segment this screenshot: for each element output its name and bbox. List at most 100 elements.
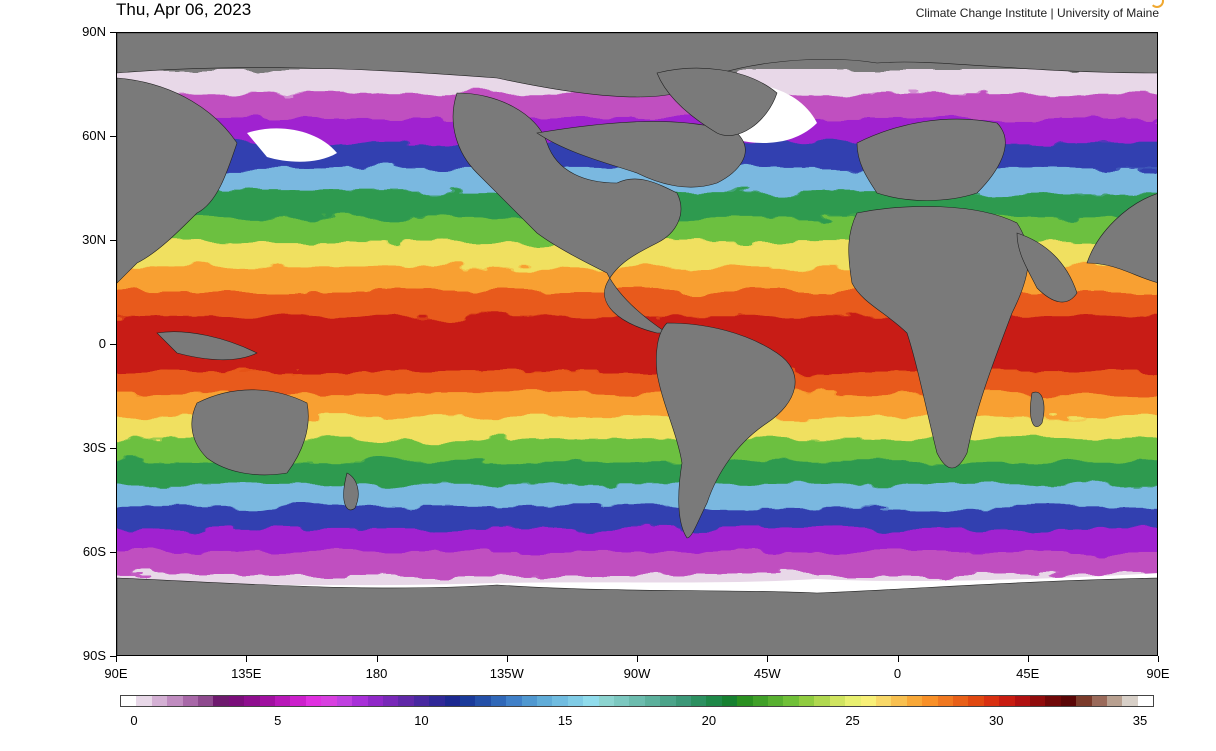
colorbar-swatch xyxy=(952,696,969,706)
lat-label: 30S xyxy=(82,440,106,455)
lon-label: 135E xyxy=(231,666,262,681)
colorbar-label: 10 xyxy=(414,713,429,728)
lat-tick xyxy=(110,240,116,241)
colorbar-swatch xyxy=(259,696,276,706)
colorbar-swatch xyxy=(644,696,661,706)
lat-label: 60N xyxy=(82,128,106,143)
colorbar-label: 0 xyxy=(130,713,138,728)
lon-tick xyxy=(1158,656,1159,662)
colorbar-swatch xyxy=(968,696,984,706)
colorbar-swatch xyxy=(922,696,938,706)
colorbar-label: 25 xyxy=(845,713,860,728)
colorbar-swatch xyxy=(567,696,584,706)
colorbar-swatch xyxy=(367,696,383,706)
colorbar-swatch xyxy=(506,696,522,706)
colorbar-swatch xyxy=(1091,696,1107,706)
colorbar-swatch xyxy=(382,696,399,706)
lon-label: 135W xyxy=(489,666,524,681)
colorbar-swatch xyxy=(583,696,599,706)
colorbar-swatch xyxy=(1076,696,1092,706)
colorbar-swatch xyxy=(321,696,337,706)
colorbar-swatch xyxy=(937,696,953,706)
colorbar-swatch xyxy=(444,696,460,706)
colorbar-swatch xyxy=(906,696,923,706)
sst-map-canvas xyxy=(117,33,1157,655)
lon-tick xyxy=(637,656,638,662)
colorbar-swatch xyxy=(614,696,630,706)
colorbar-swatch xyxy=(167,696,183,706)
colorbar-swatch xyxy=(228,696,245,706)
color-scale-bar xyxy=(120,695,1154,707)
lon-tick xyxy=(376,656,378,662)
sst-map[interactable] xyxy=(116,32,1158,656)
lat-tick xyxy=(110,552,116,553)
lat-label: 90S xyxy=(82,648,106,663)
colorbar-swatch xyxy=(598,696,614,706)
colorbar-swatch xyxy=(1014,696,1030,706)
colorbar-swatch xyxy=(490,696,507,706)
lat-label: 60S xyxy=(82,544,106,559)
colorbar-swatch xyxy=(121,696,137,706)
colorbar-swatch xyxy=(275,696,291,706)
lon-label: 45E xyxy=(1016,666,1040,681)
colorbar-swatch xyxy=(244,696,260,706)
colorbar-swatch xyxy=(1060,696,1077,706)
colorbar-swatch xyxy=(691,696,707,706)
colorbar-swatch xyxy=(999,696,1015,706)
colorbar-swatch xyxy=(706,696,722,706)
colorbar-swatch xyxy=(829,696,846,706)
colorbar-swatch xyxy=(875,696,892,706)
colorbar-swatch xyxy=(198,696,214,706)
colorbar-swatch xyxy=(1107,696,1123,706)
colorbar-swatch xyxy=(413,696,430,706)
land-masses xyxy=(117,33,1157,655)
colorbar-swatch xyxy=(552,696,568,706)
colorbar-swatch xyxy=(752,696,769,706)
colorbar-swatch xyxy=(1029,696,1046,706)
colorbar-swatch xyxy=(352,696,368,706)
colorbar-swatch xyxy=(737,696,753,706)
colorbar-swatch xyxy=(721,696,738,706)
colorbar-swatch xyxy=(398,696,414,706)
colorbar-swatch xyxy=(814,696,830,706)
map-date: Thu, Apr 06, 2023 xyxy=(116,0,252,19)
lon-label: 90E xyxy=(104,666,128,681)
lat-label: 0 xyxy=(98,336,106,351)
colorbar-swatch xyxy=(629,696,645,706)
lon-tick xyxy=(1027,656,1029,662)
colorbar-swatch xyxy=(213,696,229,706)
lon-label: 90E xyxy=(1146,666,1170,681)
lat-tick xyxy=(110,136,116,137)
colorbar-swatch xyxy=(136,696,152,706)
colorbar-swatch xyxy=(983,696,1000,706)
lat-label: 90N xyxy=(82,24,106,39)
colorbar-swatch xyxy=(1122,696,1138,706)
lon-tick xyxy=(116,656,117,662)
colorbar-swatch xyxy=(1137,696,1154,706)
lon-tick xyxy=(506,656,508,662)
colorbar-label: 20 xyxy=(701,713,717,728)
colorbar-swatch xyxy=(336,696,353,706)
colorbar-swatch xyxy=(475,696,491,706)
credit-text: Climate Change Institute | University of… xyxy=(915,6,1159,20)
colorbar-swatch xyxy=(860,696,876,706)
lon-tick xyxy=(897,656,899,662)
colorbar-swatch xyxy=(675,696,692,706)
colorbar-swatch xyxy=(151,696,168,706)
colorbar-swatch xyxy=(290,696,306,706)
colorbar-swatch xyxy=(182,696,199,706)
band-south-10 xyxy=(117,341,1157,372)
lon-label: 90W xyxy=(623,666,651,681)
colorbar-label: 5 xyxy=(274,713,282,728)
lon-label: 180 xyxy=(365,666,388,681)
colorbar-swatch xyxy=(660,696,676,706)
colorbar-swatch xyxy=(536,696,553,706)
colorbar-swatch xyxy=(305,696,322,706)
colorbar-label: 15 xyxy=(557,713,573,728)
colorbar-label: 35 xyxy=(1132,713,1148,728)
colorbar-swatch xyxy=(459,696,476,706)
lat-tick xyxy=(110,448,116,449)
lat-tick xyxy=(110,32,116,33)
colorbar-swatch xyxy=(845,696,861,706)
colorbar-swatch xyxy=(429,696,445,706)
